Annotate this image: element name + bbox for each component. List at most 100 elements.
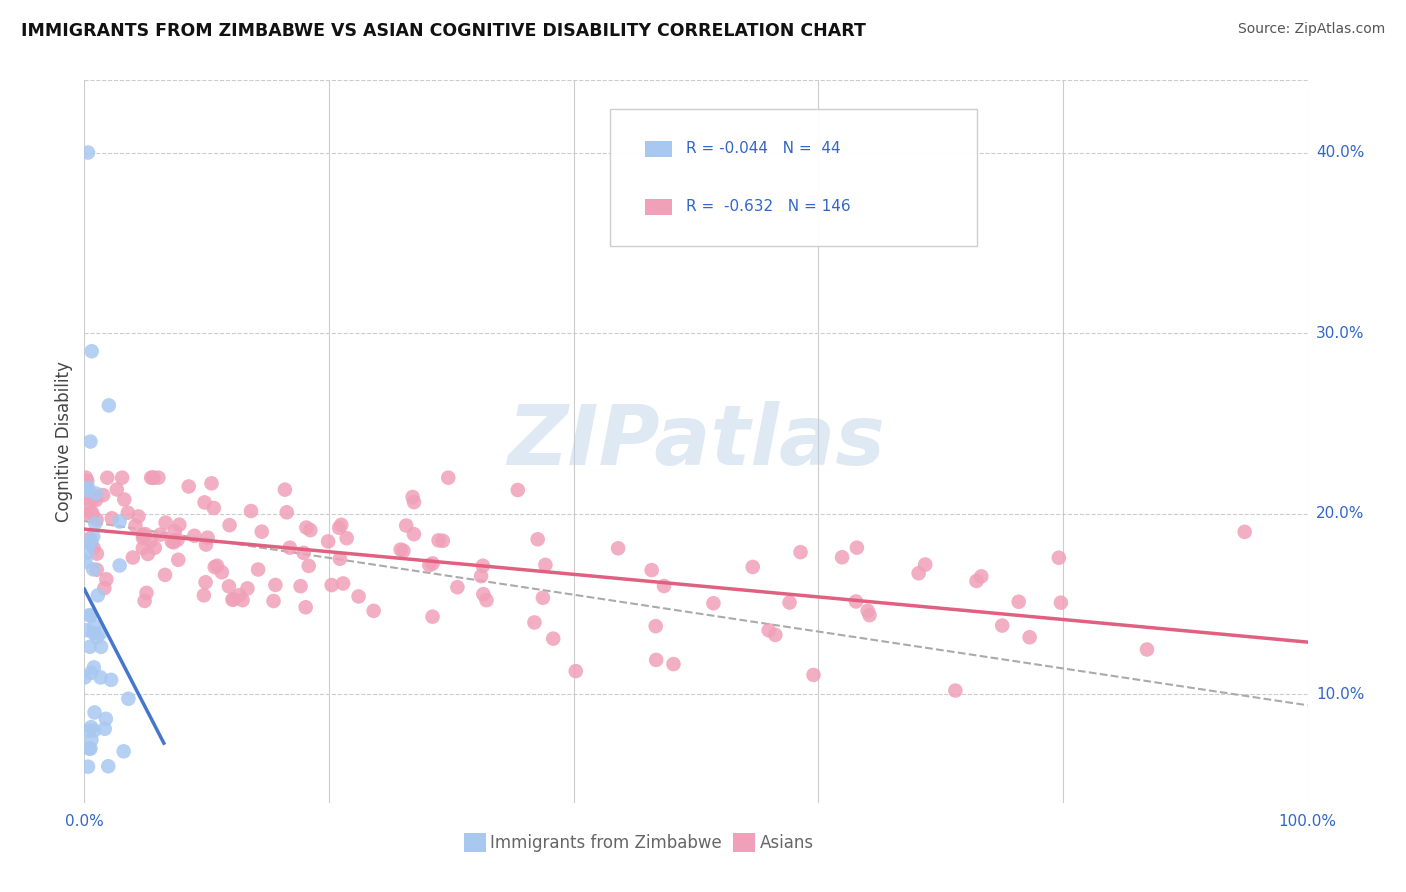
Point [108,515,131,529]
Point [90,670,112,684]
Point [845,541,868,555]
Point [295,520,318,534]
Point [77,145,100,160]
Point [858,608,880,623]
Point [86,512,108,526]
Point [299,523,322,537]
Text: Immigrants from Zimbabwe: Immigrants from Zimbabwe [491,833,723,852]
Point [94,712,117,726]
Point [96,572,118,586]
Point [228,588,250,602]
Point [84,516,107,531]
Point [148,471,170,485]
Point [472,587,495,601]
Point [89,626,111,640]
Point [264,578,287,592]
Point [336,531,359,545]
Point [328,521,350,535]
Point [914,558,936,572]
Point [76,474,98,488]
Point [195,537,218,551]
Point [97,398,120,412]
Point [80,344,103,359]
Point [211,566,233,580]
Point [143,541,166,555]
Point [644,619,666,633]
Point [526,533,548,547]
Point [142,471,165,485]
Text: 30.0%: 30.0% [1316,326,1364,341]
Point [432,533,454,548]
Point [321,578,343,592]
Point [86,547,108,561]
Point [221,592,243,607]
Point [471,558,494,573]
Point [1008,595,1031,609]
Text: 20.0%: 20.0% [1316,507,1364,521]
Point [427,533,450,548]
Point [274,483,297,497]
Point [142,471,165,485]
Point [100,673,122,687]
Point [970,569,993,583]
Point [97,759,120,773]
Point [347,590,370,604]
Point [108,558,131,573]
Point [163,524,186,539]
Point [197,531,219,545]
Point [907,566,929,581]
Point [183,529,205,543]
Point [1233,524,1256,539]
Point [541,632,564,646]
Point [290,579,312,593]
Point [112,744,135,758]
Point [662,657,685,671]
Point [134,527,156,541]
Point [292,546,315,560]
Point [83,541,105,555]
Point [422,557,444,571]
Point [132,528,155,542]
Point [77,535,100,549]
Point [83,625,105,640]
Point [83,723,105,738]
Point [105,483,128,497]
Point [534,558,557,572]
Point [139,471,162,485]
Point [167,553,190,567]
Point [247,562,270,576]
Point [1047,550,1070,565]
Point [204,560,226,574]
Point [93,722,115,736]
Point [475,593,498,607]
Point [83,706,105,720]
Point [330,517,353,532]
Point [132,541,155,556]
Text: Asians: Asians [759,833,814,852]
Point [402,495,425,509]
Point [169,517,191,532]
Point [222,592,245,607]
Point [446,580,468,594]
Point [83,660,105,674]
Point [298,558,321,573]
Point [90,640,112,654]
Bar [464,833,485,852]
Point [1050,596,1073,610]
Point [79,535,101,549]
Point [763,628,786,642]
Bar [644,141,672,157]
Point [803,668,825,682]
Point [789,545,811,559]
Point [155,516,177,530]
Point [76,545,98,559]
Point [232,593,254,607]
Point [134,594,156,608]
Point [194,575,217,590]
Point [363,604,385,618]
Point [250,524,273,539]
Point [96,471,118,485]
Point [166,533,188,547]
Point [83,619,105,633]
Point [84,493,107,508]
